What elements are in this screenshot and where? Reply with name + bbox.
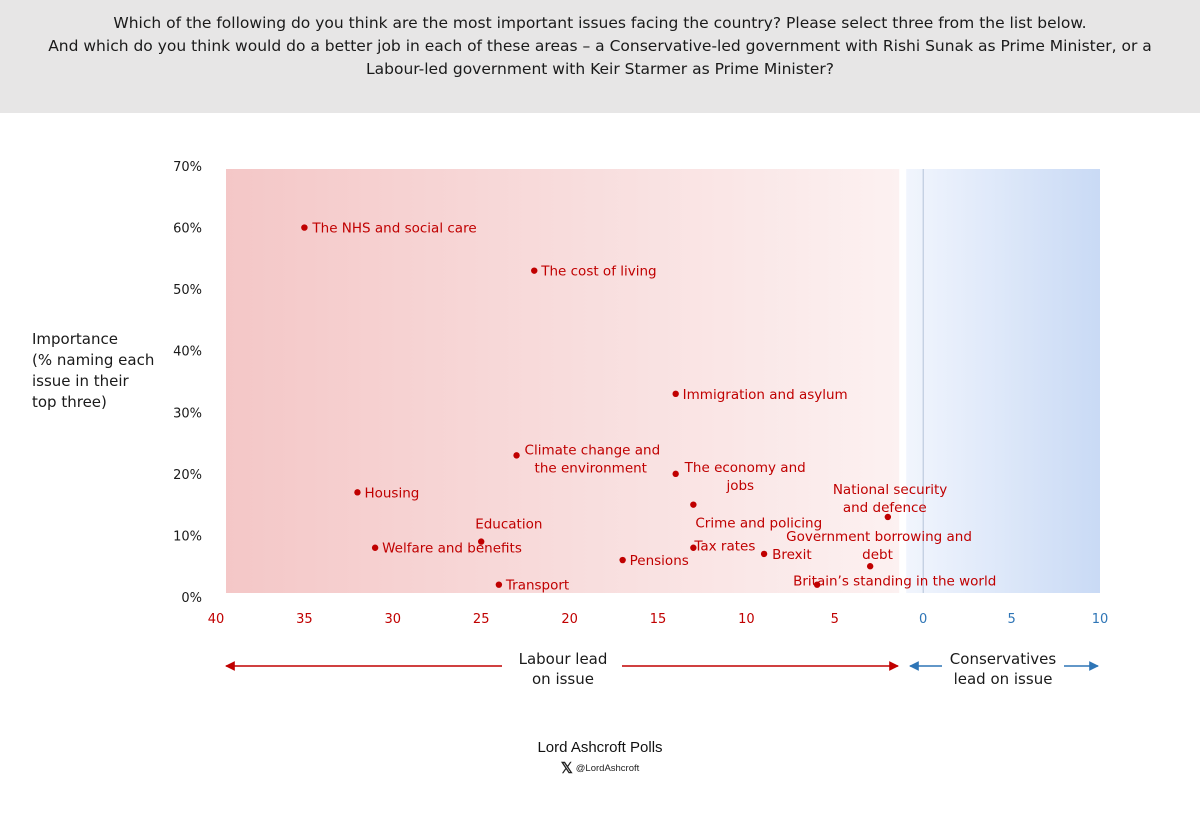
question-header: Which of the following do you think are … bbox=[0, 0, 1200, 113]
data-point bbox=[884, 513, 892, 521]
point-label: The NHS and social care bbox=[311, 221, 476, 237]
point-label-line: The economy and bbox=[684, 460, 806, 476]
point-label-line: jobs bbox=[725, 478, 754, 494]
x-tick-label: 35 bbox=[296, 612, 313, 627]
data-point bbox=[531, 267, 538, 274]
handle-text: @LordAshcroft bbox=[575, 763, 640, 774]
social-handle: 𝕏 @LordAshcroft bbox=[0, 759, 1200, 777]
x-logo-icon: 𝕏 bbox=[560, 760, 573, 777]
point-label: Government borrowing and debt bbox=[786, 529, 972, 563]
conservative-lead-label: Conservatives lead on issue bbox=[950, 650, 1057, 688]
y-tick-label: 50% bbox=[173, 283, 202, 298]
data-point bbox=[672, 470, 679, 478]
x-tick-label: 10 bbox=[738, 612, 755, 627]
data-point bbox=[371, 544, 379, 551]
x-tick-label: 0 bbox=[919, 612, 927, 627]
point-label: Housing bbox=[364, 485, 419, 501]
y-axis-title-line: Importance bbox=[32, 330, 118, 348]
x-tick-label: 5 bbox=[1007, 612, 1015, 627]
question-line-3: Labour-led government with Keir Starmer … bbox=[366, 60, 834, 78]
point-label-line: Education bbox=[475, 517, 542, 533]
y-tick-label: 20% bbox=[173, 468, 202, 483]
point-label-line: Crime and policing bbox=[695, 516, 822, 532]
point-label-line: The NHS and social care bbox=[311, 221, 476, 237]
point-label: Tax rates bbox=[693, 539, 755, 555]
y-axis-title-line: issue in their bbox=[32, 372, 129, 390]
labour-lead-label-line: on issue bbox=[532, 670, 594, 688]
x-tick-label: 40 bbox=[208, 612, 225, 627]
point-label-line: debt bbox=[862, 547, 893, 563]
y-axis-title-line: top three) bbox=[32, 393, 107, 411]
question-line-2: And which do you think would do a better… bbox=[48, 37, 1152, 55]
x-tick-label: 5 bbox=[831, 612, 839, 627]
point-label-line: Transport bbox=[505, 578, 569, 594]
point-label-line: Pensions bbox=[630, 553, 689, 569]
y-tick-label: 70% bbox=[173, 160, 202, 175]
point-label: Welfare and benefits bbox=[382, 541, 522, 557]
y-tick-label: 60% bbox=[173, 222, 202, 237]
point-label-line: Immigration and asylum bbox=[683, 387, 848, 403]
y-tick-label: 40% bbox=[173, 345, 202, 360]
labour-lead-label: Labour lead on issue bbox=[519, 650, 608, 688]
data-point bbox=[690, 501, 697, 508]
data-point bbox=[619, 556, 626, 564]
point-label: National security and defence bbox=[833, 482, 947, 516]
data-point bbox=[513, 452, 520, 459]
conservative-lead-label-line: Conservatives bbox=[950, 650, 1057, 668]
data-point bbox=[301, 224, 308, 231]
data-point bbox=[690, 544, 697, 551]
point-label: Transport bbox=[505, 578, 569, 594]
x-tick-label: 20 bbox=[561, 612, 578, 627]
y-tick-label: 10% bbox=[173, 529, 202, 544]
labour-lead-region bbox=[226, 169, 900, 593]
point-label-line: the environment bbox=[535, 460, 647, 476]
data-point bbox=[478, 538, 485, 545]
point-label: Brexit bbox=[772, 547, 812, 563]
x-tick-label: 10 bbox=[1092, 612, 1109, 627]
brand-name: Lord Ashcroft Polls bbox=[537, 739, 663, 756]
point-label-line: The cost of living bbox=[540, 264, 656, 280]
point-label: Climate change and the environment bbox=[525, 442, 661, 476]
point-label-line: Government borrowing and bbox=[786, 529, 972, 545]
point-label: Immigration and asylum bbox=[683, 387, 848, 403]
data-point bbox=[813, 581, 821, 588]
x-tick-label: 15 bbox=[650, 612, 667, 627]
conservative-lead-label-line: lead on issue bbox=[954, 670, 1053, 688]
point-label: Education bbox=[475, 517, 542, 533]
point-label-line: Brexit bbox=[772, 547, 812, 563]
point-label: Crime and policing bbox=[695, 516, 822, 532]
point-label-line: National security bbox=[833, 482, 947, 498]
data-point bbox=[866, 563, 874, 570]
data-point bbox=[495, 581, 503, 588]
data-point bbox=[672, 390, 679, 398]
data-point bbox=[354, 489, 361, 496]
conservative-lead-region bbox=[906, 169, 1100, 593]
point-label: The economy and jobs bbox=[684, 460, 806, 494]
labour-lead-label-line: Labour lead bbox=[519, 650, 608, 668]
y-axis-title-line: (% naming each bbox=[32, 351, 155, 369]
y-tick-label: 0% bbox=[181, 591, 202, 606]
question-line-1: Which of the following do you think are … bbox=[113, 14, 1087, 32]
point-label-line: Housing bbox=[364, 485, 419, 501]
point-label: The cost of living bbox=[540, 264, 656, 280]
data-point bbox=[760, 550, 768, 558]
point-label-line: Tax rates bbox=[693, 539, 755, 555]
point-label-line: Welfare and benefits bbox=[382, 541, 522, 557]
point-label: Pensions bbox=[630, 553, 689, 569]
y-tick-label: 30% bbox=[173, 406, 202, 421]
point-label-line: Climate change and bbox=[525, 442, 661, 458]
x-tick-label: 30 bbox=[385, 612, 402, 627]
point-label: Britain’s standing in the world bbox=[793, 574, 996, 590]
point-label-line: and defence bbox=[843, 500, 927, 516]
x-tick-label: 25 bbox=[473, 612, 490, 627]
point-label-line: Britain’s standing in the world bbox=[793, 574, 996, 590]
